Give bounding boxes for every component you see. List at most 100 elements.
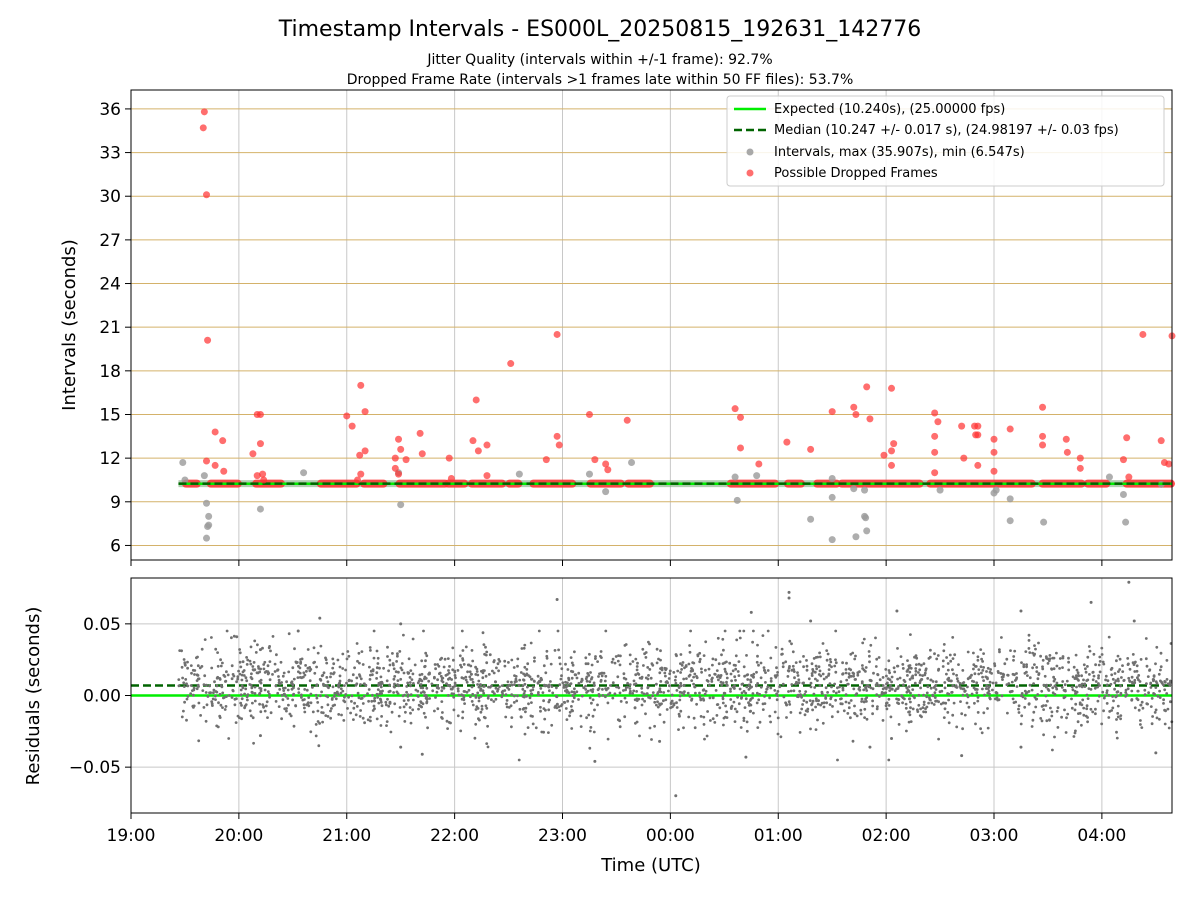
residual-point — [743, 674, 746, 678]
residual-point — [959, 700, 962, 703]
residual-point — [388, 663, 392, 667]
residual-point — [291, 698, 294, 702]
residual-point — [951, 636, 955, 639]
residual-point — [225, 670, 228, 674]
dropped-frame-point — [602, 460, 610, 468]
residual-point — [294, 704, 297, 707]
residual-point — [1094, 712, 1097, 716]
residual-point — [403, 720, 407, 723]
residual-point — [676, 669, 680, 673]
residual-point — [395, 690, 399, 694]
residual-point — [1034, 705, 1038, 709]
residual-point — [1025, 665, 1028, 669]
residual-point — [876, 705, 879, 708]
residual-point — [326, 715, 330, 718]
residual-point — [449, 687, 453, 691]
residual-point — [494, 680, 497, 684]
residual-point — [951, 684, 955, 688]
residual-point — [960, 712, 964, 716]
dropped-frame-point — [1006, 425, 1014, 433]
residual-point — [930, 701, 934, 705]
residual-point — [752, 672, 756, 676]
residual-point — [296, 676, 300, 679]
residual-point — [579, 680, 583, 684]
residual-point — [461, 649, 465, 652]
residual-point — [600, 674, 604, 678]
residual-point — [485, 742, 489, 745]
residual-point — [573, 692, 577, 696]
dropped-frame-point — [880, 451, 888, 459]
residual-point — [269, 711, 273, 715]
residual-point — [709, 719, 712, 722]
residual-point — [192, 686, 196, 690]
residual-point — [564, 685, 568, 689]
residual-point — [1165, 659, 1169, 662]
residual-point — [610, 660, 614, 664]
residual-point — [491, 669, 494, 673]
residual-point — [549, 662, 553, 666]
residual-point — [268, 678, 272, 682]
residual-point — [626, 681, 629, 685]
residual-point — [500, 684, 504, 687]
residual-point — [981, 687, 984, 691]
residual-point — [1163, 680, 1167, 683]
residual-point — [1146, 675, 1150, 678]
residual-point — [853, 704, 856, 708]
residual-point — [842, 709, 846, 713]
residual-point — [687, 715, 691, 719]
residual-point — [183, 663, 187, 667]
residual-point — [919, 686, 922, 690]
residual-point — [742, 665, 746, 669]
residual-point — [976, 655, 980, 659]
residual-point — [249, 645, 253, 649]
residual-point — [780, 647, 784, 651]
residual-point — [182, 709, 185, 713]
residual-point — [609, 684, 612, 687]
residual-point — [182, 658, 186, 661]
residual-point — [422, 711, 426, 715]
x-tick-label: 01:00 — [754, 826, 803, 846]
residual-point — [779, 735, 783, 739]
residual-point — [745, 673, 749, 677]
residual-point — [186, 695, 190, 698]
residual-point — [1078, 711, 1082, 715]
residual-point — [569, 656, 573, 659]
dropped-frame-point — [260, 476, 268, 484]
intervals-plot-frame — [130, 89, 1173, 561]
residual-point — [1048, 718, 1051, 722]
residual-point — [1027, 633, 1031, 637]
residual-point — [361, 663, 365, 666]
residual-point — [239, 688, 243, 692]
residual-point — [1017, 704, 1021, 708]
residual-point — [1041, 658, 1045, 662]
residual-point — [1035, 697, 1039, 701]
residual-point — [904, 702, 908, 706]
residual-point — [721, 701, 725, 705]
dropped-frame-points — [199, 108, 1176, 484]
residual-point — [360, 650, 364, 653]
residual-point — [664, 667, 668, 671]
residual-point — [1113, 681, 1117, 685]
residual-point — [271, 635, 275, 638]
residual-point — [222, 696, 225, 700]
residual-point — [1028, 651, 1032, 654]
residual-point — [347, 695, 350, 699]
residual-point — [505, 702, 508, 706]
residual-point — [999, 672, 1003, 675]
residual-point — [344, 693, 348, 696]
residual-point — [436, 707, 440, 711]
residual-point — [825, 701, 829, 705]
residual-point — [1121, 670, 1125, 673]
residual-point — [1124, 694, 1127, 698]
residual-point — [192, 693, 195, 697]
residual-point — [865, 696, 869, 699]
residual-point — [1119, 714, 1123, 717]
residual-point — [924, 710, 928, 714]
residual-point — [408, 706, 412, 709]
residual-point — [936, 654, 940, 657]
residual-point — [862, 668, 866, 672]
residual-point — [917, 703, 921, 707]
residual-point — [658, 739, 662, 743]
residual-point — [404, 710, 407, 714]
residual-point — [392, 691, 395, 694]
